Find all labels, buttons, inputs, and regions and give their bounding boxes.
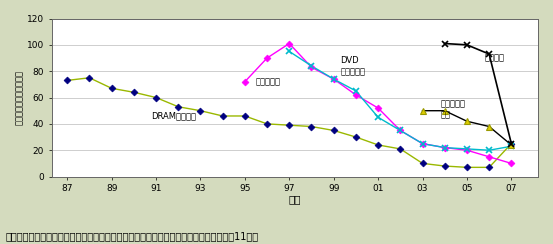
Text: DRAMメモリー: DRAMメモリー	[152, 112, 197, 121]
Text: カーナビ: カーナビ	[484, 53, 505, 62]
Text: DVD
プレイヤー: DVD プレイヤー	[340, 56, 366, 76]
Y-axis label: 世界市場のシェア（％）: 世界市場のシェア（％）	[15, 70, 24, 125]
Text: 太陽光発電
セル: 太陽光発電 セル	[440, 99, 465, 120]
Text: 資料：小川紘一東京大学教授「新・日本型イノベーションとしての標準化・事業戦略（11）」: 資料：小川紘一東京大学教授「新・日本型イノベーションとしての標準化・事業戦略（1…	[6, 232, 259, 242]
X-axis label: 暦年: 暦年	[289, 195, 301, 205]
Text: 液晶パネル: 液晶パネル	[256, 77, 281, 86]
